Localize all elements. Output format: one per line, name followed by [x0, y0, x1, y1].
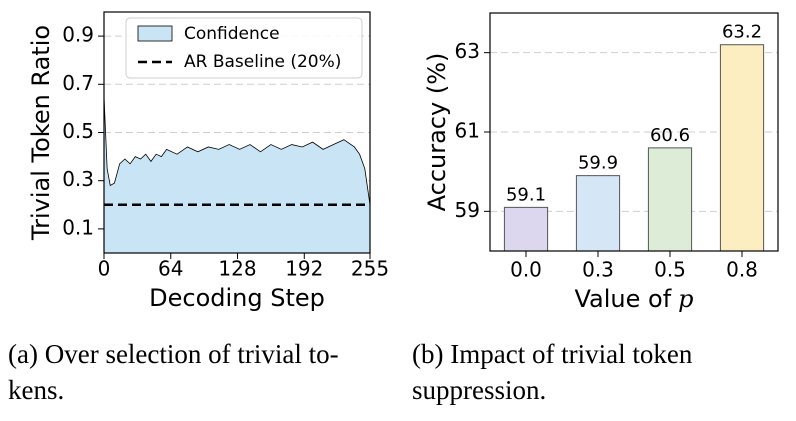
y-tick-label: 0.3	[62, 167, 94, 191]
y-tick-label: 0.9	[62, 23, 94, 47]
value-label: 63.2	[722, 22, 762, 43]
x-tick-label: 255	[351, 257, 389, 281]
x-tick-label: 0.5	[654, 258, 686, 282]
y-tick-label: 0.7	[62, 71, 94, 95]
bar	[575, 175, 621, 252]
plot-frame	[103, 11, 371, 254]
x-tick-label: 0.8	[726, 258, 758, 282]
bar	[647, 147, 693, 252]
y-tick-label: 0.1	[62, 215, 94, 239]
x-tick-label: 0.0	[510, 258, 542, 282]
value-label: 59.1	[506, 184, 546, 205]
bar	[503, 206, 549, 252]
value-label: 60.6	[650, 125, 690, 146]
value-label: 59.9	[578, 153, 618, 174]
caption: (a) Over selection of trivial to-	[8, 339, 339, 369]
plot-frame	[489, 12, 779, 252]
y-axis-label: Trivial Token Ratio	[27, 25, 55, 241]
x-axis-label-var: p	[678, 285, 693, 313]
y-tick-label: 59	[455, 198, 480, 222]
caption: kens.	[8, 375, 64, 405]
x-tick-label: 192	[285, 257, 323, 281]
x-axis-label: Value of p	[574, 285, 693, 314]
legend-label: AR Baseline (20%)	[184, 52, 341, 72]
x-tick-label: 0	[98, 257, 111, 281]
area	[104, 96, 370, 253]
x-axis-label: Decoding Step	[149, 284, 325, 312]
y-tick-label: 61	[455, 119, 480, 143]
bar	[719, 44, 765, 252]
y-tick-label: 0.5	[62, 119, 94, 143]
x-tick-label: 0.3	[582, 258, 614, 282]
x-tick-label: 128	[218, 257, 256, 281]
caption: (b) Impact of trivial token	[412, 339, 693, 369]
y-tick-label: 63	[455, 39, 480, 63]
y-axis-label: Accuracy (%)	[423, 53, 451, 212]
x-tick-label: 64	[158, 257, 183, 281]
legend-swatch	[137, 25, 173, 42]
area-outline	[103, 96, 371, 205]
caption: suppression.	[412, 375, 546, 405]
x-axis-label-text: Value of	[574, 285, 671, 313]
legend-label: Confidence	[184, 24, 280, 44]
legend-box	[125, 17, 363, 79]
